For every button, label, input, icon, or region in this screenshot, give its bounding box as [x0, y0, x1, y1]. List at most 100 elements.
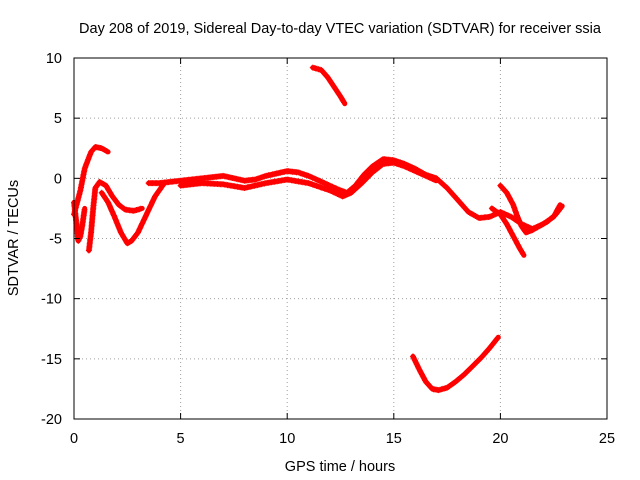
y-tick-label: -5 [49, 232, 62, 248]
data-point [414, 362, 421, 369]
data-point [531, 225, 538, 232]
data-point [309, 174, 316, 181]
data-point [406, 165, 413, 172]
data-point [411, 356, 418, 363]
data-point [335, 191, 342, 198]
data-point [341, 99, 348, 106]
data-point [415, 365, 422, 372]
data-point [424, 173, 431, 180]
data-point [98, 145, 105, 152]
x-tick-label: 25 [599, 431, 615, 447]
data-point [411, 357, 418, 364]
tick-layer: 0 5 10 15 20 25 -20 -15 -10 -5 0 5 10 [41, 51, 615, 447]
data-point [146, 205, 153, 211]
y-axis-label: SDTVAR / TECUs [6, 180, 22, 296]
y-tick-label: -10 [41, 292, 62, 308]
data-point [150, 197, 157, 204]
data-point [414, 169, 421, 176]
data-point [321, 180, 328, 187]
data-point [320, 179, 327, 186]
data-point [147, 202, 154, 209]
data-point [410, 354, 417, 361]
y-tick-label: 10 [46, 51, 62, 67]
data-point [135, 228, 142, 235]
data-point [108, 206, 114, 212]
series-arc-8 [410, 334, 501, 394]
data-point [107, 204, 114, 211]
y-tick-label: 0 [54, 171, 62, 187]
data-point [333, 190, 340, 197]
data-point [408, 166, 415, 173]
y-tick-label: -20 [41, 412, 62, 428]
data-point [135, 229, 141, 236]
data-point [430, 176, 437, 183]
data-point [558, 204, 565, 211]
data-point [313, 176, 320, 183]
data-point [115, 223, 122, 229]
data-point [108, 207, 115, 214]
data-point [314, 177, 321, 184]
data-point [402, 163, 409, 170]
data-point [505, 212, 512, 219]
chart-title: Day 208 of 2019, Sidereal Day-to-day VTE… [79, 21, 602, 37]
data-point [520, 251, 527, 258]
data-point [412, 358, 419, 365]
data-point [145, 206, 152, 213]
data-point [334, 191, 341, 197]
data-point [494, 335, 501, 342]
data-point [340, 98, 347, 105]
data-point [413, 168, 420, 175]
data-point [404, 164, 411, 171]
data-point [81, 206, 88, 213]
data-point [417, 170, 424, 177]
data-point [426, 174, 433, 181]
data-point [486, 213, 493, 220]
data-point [105, 199, 112, 206]
data-point [141, 216, 148, 223]
data-point [137, 224, 144, 231]
data-point [109, 208, 116, 215]
data-point [524, 223, 530, 230]
data-point [490, 212, 497, 218]
data-point [316, 177, 323, 184]
data-point [140, 217, 147, 224]
data-point [410, 353, 416, 360]
data-point [305, 172, 312, 179]
data-point [488, 213, 495, 220]
data-point [326, 187, 333, 194]
data-point [415, 364, 422, 370]
data-point [557, 205, 564, 212]
data-point [322, 180, 329, 187]
series-arc-6 [488, 205, 527, 258]
data-point [422, 172, 429, 179]
data-point [405, 165, 412, 172]
series-arc-7 [309, 64, 348, 107]
x-tick-label: 0 [70, 431, 78, 447]
data-point [410, 167, 417, 174]
y-tick-label: -15 [41, 352, 62, 368]
y-tick-label: 5 [54, 111, 62, 127]
x-tick-label: 5 [177, 431, 185, 447]
data-point [312, 175, 319, 182]
data-point [421, 172, 428, 179]
data-point [102, 147, 109, 154]
data-point [502, 211, 509, 218]
data-point [136, 226, 143, 233]
data-point [306, 173, 313, 180]
x-tick-label: 10 [279, 431, 295, 447]
data-point [317, 178, 324, 185]
data-point [329, 188, 336, 195]
data-point [519, 249, 526, 256]
data-point [328, 188, 335, 194]
data-point [413, 361, 420, 368]
data-point [100, 146, 106, 152]
data-point [142, 212, 149, 219]
data-point [150, 196, 157, 202]
data-point [103, 148, 110, 155]
data-point [116, 226, 123, 233]
data-point [418, 171, 425, 178]
data-point [141, 215, 148, 222]
data-point [137, 205, 144, 212]
data-point [429, 175, 436, 182]
x-axis-label: GPS time / hours [285, 459, 395, 475]
